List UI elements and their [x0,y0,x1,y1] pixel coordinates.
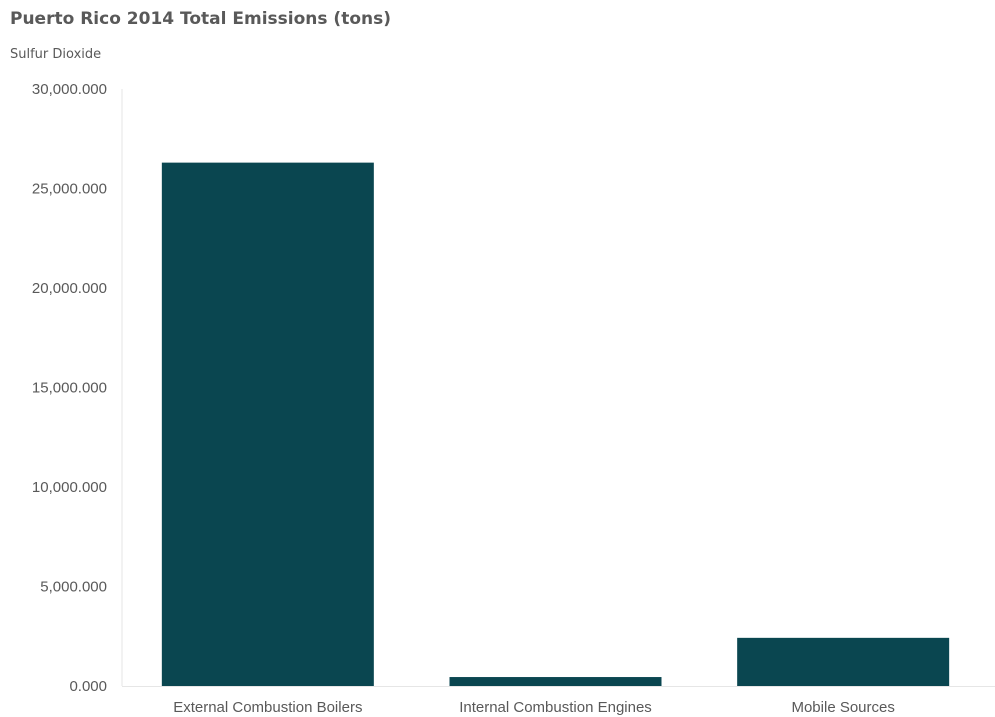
x-category-label: Internal Combustion Engines [459,699,652,716]
bar[interactable] [737,637,950,686]
y-tick-label: 20,000.000 [32,280,107,297]
bar[interactable] [161,162,374,686]
y-tick-label: 25,000.000 [32,181,107,198]
axes [121,89,995,687]
chart-title: Puerto Rico 2014 Total Emissions (tons) [10,9,391,29]
chart-subtitle: Sulfur Dioxide [10,47,102,62]
y-tick-label: 5,000.000 [40,579,107,596]
y-axis-ticks: 0.000 5,000.000 10,000.000 15,000.000 20,000… [32,81,107,695]
y-tick-label: 30,000.000 [32,81,107,98]
bar[interactable] [449,677,662,686]
x-category-label: Mobile Sources [791,699,894,716]
y-tick-label: 15,000.000 [32,380,107,397]
x-axis-labels: External Combustion Boilers Internal Comb… [173,699,895,716]
y-tick-label: 10,000.000 [32,479,107,496]
x-category-label: External Combustion Boilers [173,699,362,716]
bars [161,162,950,686]
y-tick-label: 0.000 [69,678,107,695]
